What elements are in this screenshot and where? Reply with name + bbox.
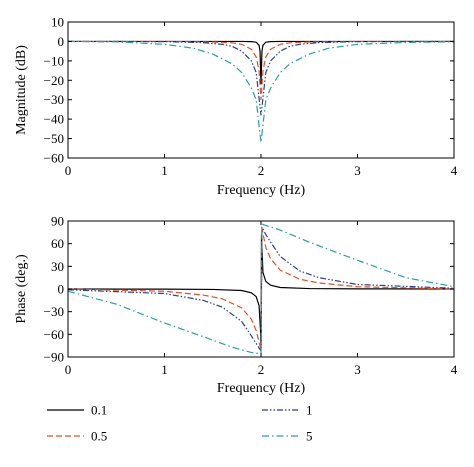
- magnitude-series-0-1: [68, 40, 454, 85]
- phase-ytick-label: −90: [44, 350, 64, 365]
- legend-label-0-1: 0.1: [91, 403, 107, 418]
- phase-xtick-label: 4: [451, 362, 458, 377]
- magnitude-xlabel: Frequency (Hz): [217, 183, 306, 198]
- phase-series-group: [68, 223, 454, 355]
- magnitude-series-0-5: [68, 40, 454, 100]
- phase-series-1: [68, 226, 454, 353]
- legend: 0.1 0.5 1 5: [47, 403, 313, 444]
- phase-xlabel: Frequency (Hz): [217, 381, 306, 396]
- magnitude-xtick-label: 4: [451, 163, 458, 178]
- magnitude-ytick-label: 0: [58, 34, 65, 49]
- legend-label-0-5: 0.5: [91, 429, 107, 444]
- phase-xtick-label: 0: [65, 362, 72, 377]
- magnitude-ytick-label: −50: [44, 131, 64, 146]
- legend-label-5: 5: [306, 429, 313, 444]
- phase-ylabel: Phase (deg.): [14, 254, 29, 324]
- magnitude-ticks: 0 1 2 3 4 10 0 −10 −20 −30 −40 −50 −60: [44, 15, 458, 179]
- magnitude-xtick-label: 0: [65, 163, 72, 178]
- phase-xtick-label: 3: [354, 362, 361, 377]
- phase-ytick-label: 60: [51, 236, 64, 251]
- magnitude-ytick-label: −60: [44, 151, 64, 166]
- phase-xtick-label: 1: [161, 362, 168, 377]
- magnitude-xtick-label: 3: [354, 163, 361, 178]
- phase-ytick-label: −30: [44, 304, 64, 319]
- magnitude-ytick-label: −10: [44, 53, 64, 68]
- phase-ytick-label: 90: [51, 214, 64, 229]
- magnitude-xtick-label: 2: [258, 163, 265, 178]
- magnitude-series-5: [68, 40, 454, 143]
- phase-ytick-label: 30: [51, 259, 64, 274]
- magnitude-xtick-label: 1: [161, 163, 168, 178]
- phase-series-5: [68, 223, 454, 355]
- magnitude-ytick-label: −20: [44, 73, 64, 88]
- magnitude-ytick-label: −30: [44, 92, 64, 107]
- magnitude-series-group: [68, 40, 454, 143]
- phase-xtick-label: 2: [258, 362, 265, 377]
- magnitude-series-1: [68, 40, 454, 116]
- magnitude-plot: 0 1 2 3 4 10 0 −10 −20 −30 −40 −50 −60 Frequency (Hz…: [14, 15, 458, 199]
- magnitude-ytick-label: 10: [51, 15, 64, 30]
- magnitude-ylabel: Magnitude (dB): [14, 45, 29, 135]
- phase-series-0-5: [68, 228, 454, 350]
- phase-ytick-label: −60: [44, 327, 64, 342]
- phase-ytick-label: 0: [58, 282, 65, 297]
- magnitude-ytick-label: −40: [44, 112, 64, 127]
- phase-plot: 0 1 2 3 4 90 60 30 0 −30 −60 −90 Frequency (Hz) Pha…: [14, 214, 458, 397]
- phase-ticks: 0 1 2 3 4 90 60 30 0 −30 −60 −90: [44, 214, 458, 378]
- legend-label-1: 1: [306, 403, 313, 418]
